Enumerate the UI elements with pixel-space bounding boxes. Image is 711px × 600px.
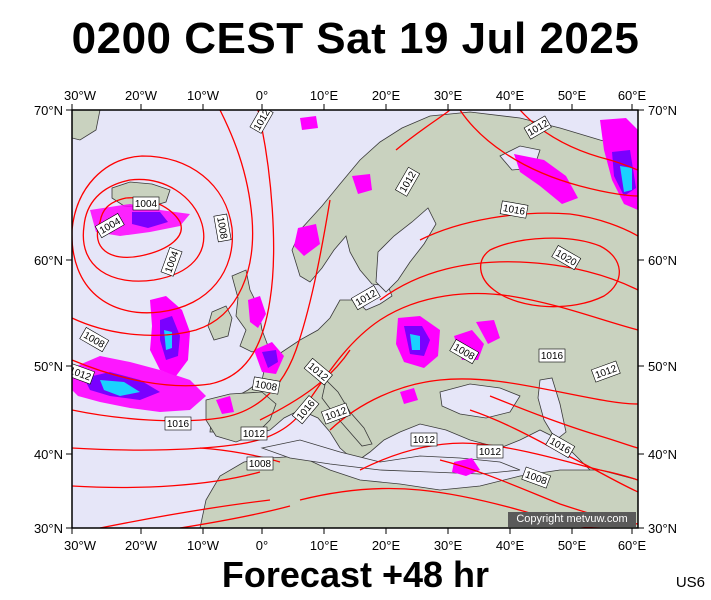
- ireland: [207, 305, 233, 341]
- isobar-label: 1004: [135, 199, 158, 210]
- left-tick: 40°N: [34, 447, 63, 462]
- top-tick: 20°E: [372, 88, 401, 103]
- copyright-badge: Copyright metvuw.com: [508, 512, 636, 527]
- top-tick: 50°E: [558, 88, 587, 103]
- isobar-label: 1012: [243, 429, 266, 440]
- left-tick: 30°N: [34, 521, 63, 536]
- bottom-tick: 20°E: [372, 538, 401, 553]
- bottom-tick: 30°E: [434, 538, 463, 553]
- top-tick: 40°E: [496, 88, 525, 103]
- right-tick: 40°N: [648, 447, 677, 462]
- isobar-label: 1012: [479, 447, 502, 458]
- bottom-tick: 40°E: [496, 538, 525, 553]
- top-axis: 30°W 20°W 10°W 0° 10°E 20°E 30°E 40°E 50…: [64, 88, 646, 103]
- tick-marks: [66, 104, 644, 534]
- bottom-tick: 60°E: [618, 538, 647, 553]
- right-tick: 30°N: [648, 521, 677, 536]
- right-tick: 70°N: [648, 103, 677, 118]
- bottom-tick: 10°W: [187, 538, 220, 553]
- map-title: 0200 CEST Sat 19 Jul 2025: [71, 14, 640, 63]
- top-tick: 10°E: [310, 88, 339, 103]
- bottom-axis: 30°W 20°W 10°W 0° 10°E 20°E 30°E 40°E 50…: [64, 538, 646, 553]
- precipitation: [72, 116, 638, 476]
- baltic-sea: [375, 207, 437, 293]
- left-axis: 70°N 60°N 50°N 40°N 30°N: [34, 103, 63, 536]
- top-tick: 30°E: [434, 88, 463, 103]
- isobar-label: 1016: [167, 419, 190, 430]
- top-tick: 10°W: [187, 88, 220, 103]
- bottom-tick: 0°: [256, 538, 268, 553]
- bottom-tick: 10°E: [310, 538, 339, 553]
- top-tick: 20°W: [125, 88, 158, 103]
- top-tick: 60°E: [618, 88, 647, 103]
- bottom-tick: 50°E: [558, 538, 587, 553]
- isobar-label: 1016: [541, 351, 564, 362]
- right-tick: 50°N: [648, 359, 677, 374]
- map-frame: [71, 109, 639, 529]
- top-tick: 30°W: [64, 88, 97, 103]
- left-tick: 70°N: [34, 103, 63, 118]
- isobar-label: 1012: [413, 435, 436, 446]
- bottom-tick: 20°W: [125, 538, 158, 553]
- isobar-label: 1008: [254, 379, 278, 394]
- caspian-sea: [537, 377, 567, 441]
- left-tick: 60°N: [34, 253, 63, 268]
- isobar-label: 1008: [249, 459, 272, 470]
- model-code: US6: [675, 574, 705, 591]
- bottom-tick: 30°W: [64, 538, 97, 553]
- isobar-label: 1008: [214, 216, 229, 240]
- right-axis: 70°N 60°N 50°N 40°N 30°N: [648, 103, 677, 536]
- right-tick: 60°N: [648, 253, 677, 268]
- isobar-label: 1016: [502, 203, 526, 218]
- isobars: [72, 110, 638, 528]
- left-tick: 50°N: [34, 359, 63, 374]
- top-tick: 0°: [256, 88, 268, 103]
- greenland: [72, 110, 101, 141]
- forecast-label: Forecast +48 hr: [221, 554, 490, 595]
- black-sea: [439, 383, 521, 419]
